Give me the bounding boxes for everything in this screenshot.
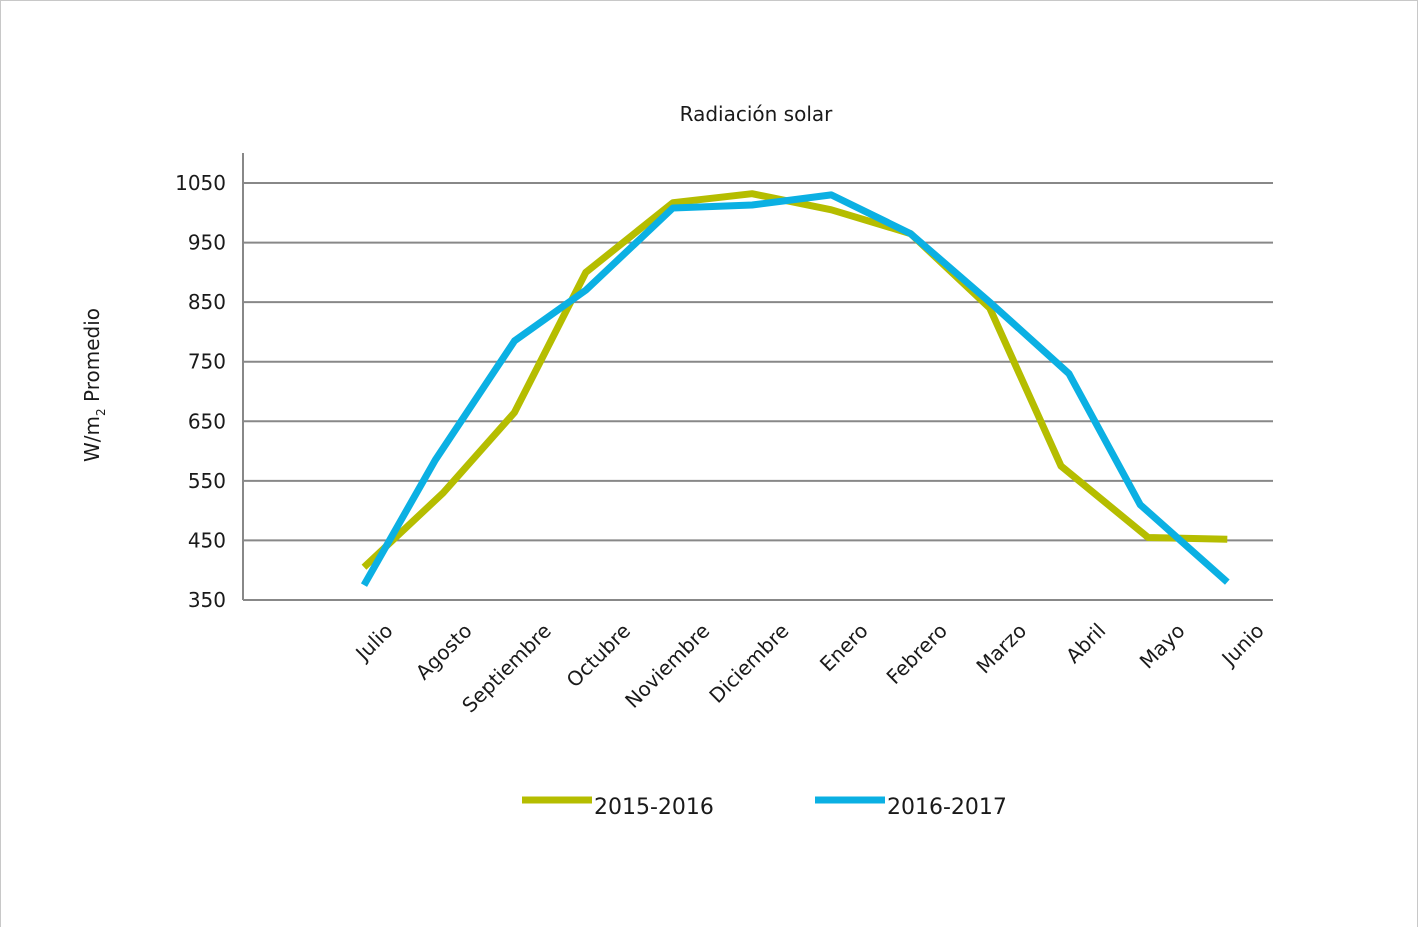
legend: 2015-2016 2016-2017 <box>522 795 1007 820</box>
y-tick-labels: 350 450 550 650 750 850 950 1050 <box>175 171 226 612</box>
y-axis-label-main: W/m <box>80 416 104 462</box>
x-tick-label: Mayo <box>1135 619 1190 674</box>
y-tick-label: 950 <box>188 231 226 255</box>
x-tick-label: Junio <box>1216 619 1269 672</box>
y-tick-label: 550 <box>188 469 226 493</box>
gridlines <box>243 182 1273 601</box>
legend-label: 2015-2016 <box>594 795 714 820</box>
y-tick-label: 450 <box>188 528 226 552</box>
y-tick-label: 750 <box>188 350 226 374</box>
x-tick-label: Diciembre <box>704 619 793 708</box>
series-line <box>360 191 1230 587</box>
series-line <box>361 190 1228 570</box>
x-tick-label: Marzo <box>971 619 1031 679</box>
x-tick-label: Enero <box>815 619 873 677</box>
y-tick-label: 650 <box>188 409 226 433</box>
y-axis-label-subscript: 2 <box>94 408 108 416</box>
x-tick-label: Agosto <box>411 619 477 685</box>
chart-title: Radiación solar <box>680 102 834 126</box>
y-tick-label: 1050 <box>175 171 226 195</box>
x-tick-label: Noviembre <box>620 619 714 713</box>
y-axis-label-tail: Promedio <box>80 308 104 408</box>
y-tick-label: 850 <box>188 290 226 314</box>
legend-label: 2016-2017 <box>887 795 1007 820</box>
series-lines <box>360 190 1230 587</box>
y-axis-label: W/m2 Promedio <box>80 308 108 462</box>
x-tick-label: Julio <box>349 619 397 667</box>
x-tick-label: Octubre <box>562 619 636 693</box>
y-tick-label: 350 <box>188 588 226 612</box>
x-tick-label: Febrero <box>882 619 952 689</box>
x-tick-label: Abril <box>1061 619 1110 668</box>
